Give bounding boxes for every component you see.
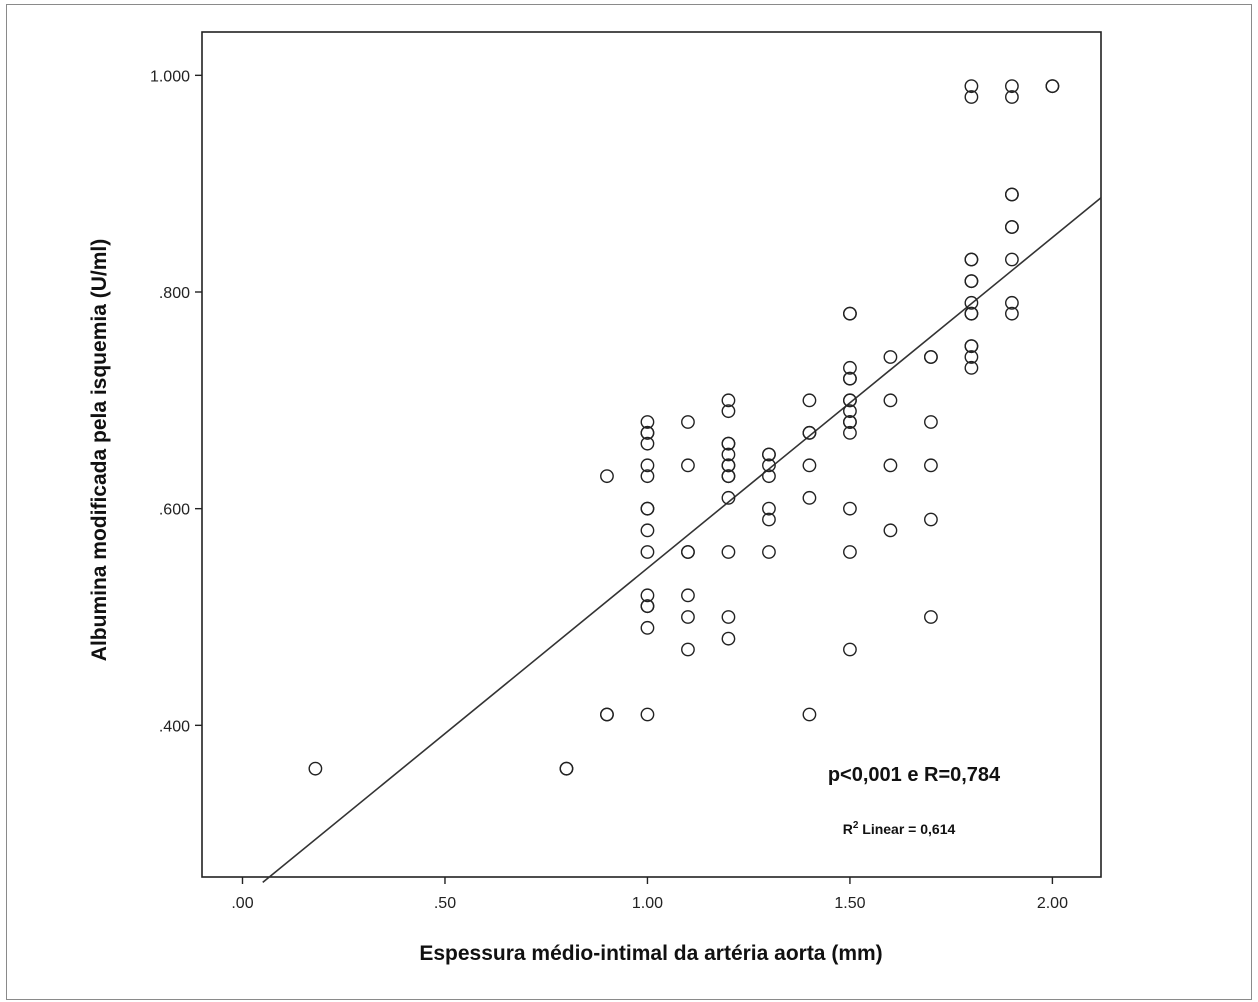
x-tick-label: .00: [231, 895, 253, 912]
data-point: [1005, 306, 1019, 321]
y-axis: .400 .600 .800 1.000: [150, 68, 202, 735]
data-point: [924, 610, 938, 624]
data-point: [308, 761, 323, 776]
r2-annotation: R2 Linear = 0,614: [843, 820, 956, 837]
data-point: [640, 545, 655, 559]
data-point: [640, 707, 655, 722]
x-axis-title: Espessura médio-intimal da artéria aorta…: [419, 942, 882, 965]
x-tick-label: 1.00: [632, 895, 663, 912]
y-tick-label: .400: [159, 718, 190, 735]
y-tick-label: 1.000: [150, 68, 190, 85]
data-point: [640, 415, 655, 429]
data-point: [964, 360, 979, 375]
data-point: [600, 707, 614, 722]
data-point: [640, 501, 655, 516]
data-point: [843, 371, 857, 386]
data-point: [924, 458, 938, 473]
data-point: [721, 631, 736, 646]
data-point: [762, 447, 776, 462]
x-axis: .00 .50 1.00 1.50 2.00: [231, 877, 1068, 912]
data-point: [1005, 187, 1019, 202]
data-point: [843, 501, 857, 516]
data-point: [762, 501, 776, 516]
data-point: [640, 436, 655, 451]
y-tick-label: .600: [159, 502, 190, 519]
data-point: [681, 415, 695, 429]
y-axis-title: Albumina modificada pela isquemia (U/ml): [88, 239, 111, 661]
data-point: [721, 404, 736, 419]
data-point: [1005, 252, 1019, 267]
data-point: [1005, 220, 1019, 234]
x-tick-label: 1.50: [834, 895, 865, 912]
data-point: [964, 274, 979, 289]
data-point: [1005, 90, 1019, 104]
data-point: [964, 252, 979, 267]
data-point: [964, 350, 979, 364]
data-point: [843, 393, 857, 408]
data-point: [843, 642, 857, 657]
figure-frame: [6, 4, 1252, 1000]
data-point: [843, 306, 857, 321]
data-point: [640, 523, 655, 538]
data-point: [762, 458, 776, 473]
x-tick-label: 2.00: [1037, 895, 1068, 912]
data-point: [843, 360, 857, 375]
data-point: [681, 545, 695, 559]
data-point: [802, 425, 817, 440]
data-point: [964, 339, 979, 354]
data-point: [883, 350, 898, 364]
data-point: [924, 350, 938, 364]
data-point: [721, 436, 736, 451]
data-point: [762, 469, 776, 484]
data-point: [762, 545, 776, 559]
data-point: [964, 295, 979, 310]
data-point: [721, 490, 736, 505]
data-point: [843, 415, 857, 429]
data-point: [640, 620, 655, 635]
data-point: [640, 469, 655, 484]
stats-annotation: p<0,001 e R=0,784: [828, 764, 1001, 786]
data-point: [802, 458, 817, 473]
data-point: [721, 610, 736, 624]
plot-area: [201, 31, 1102, 878]
y-tick-label: .800: [159, 285, 190, 302]
data-point: [640, 599, 655, 614]
data-point: [964, 79, 979, 94]
data-point: [721, 545, 736, 559]
data-point: [762, 512, 776, 527]
data-point: [559, 761, 574, 776]
regression-line: [262, 197, 1102, 884]
data-point: [681, 642, 695, 657]
data-point: [1045, 79, 1060, 94]
data-point: [640, 458, 655, 473]
data-point: [924, 415, 938, 429]
x-tick-label: .50: [434, 895, 456, 912]
data-point: [721, 469, 736, 484]
data-point: [640, 425, 655, 440]
data-point: [600, 469, 614, 484]
data-point: [843, 404, 857, 419]
data-point: [721, 447, 736, 462]
data-point: [681, 610, 695, 624]
data-point: [1005, 295, 1019, 310]
data-point: [964, 90, 979, 104]
data-point: [843, 545, 857, 559]
data-point: [843, 425, 857, 440]
data-point: [883, 458, 898, 473]
data-point: [802, 393, 817, 408]
data-point: [721, 393, 736, 408]
data-point: [883, 523, 898, 538]
data-point: [681, 588, 695, 603]
data-point: [883, 393, 898, 408]
data-point: [681, 458, 695, 473]
data-point: [1005, 79, 1019, 94]
data-point: [802, 490, 817, 505]
data-point: [924, 512, 938, 527]
data-point: [640, 588, 655, 603]
data-point: [721, 458, 736, 473]
data-points: [308, 79, 1060, 776]
data-point: [964, 306, 979, 321]
data-point: [802, 707, 817, 722]
